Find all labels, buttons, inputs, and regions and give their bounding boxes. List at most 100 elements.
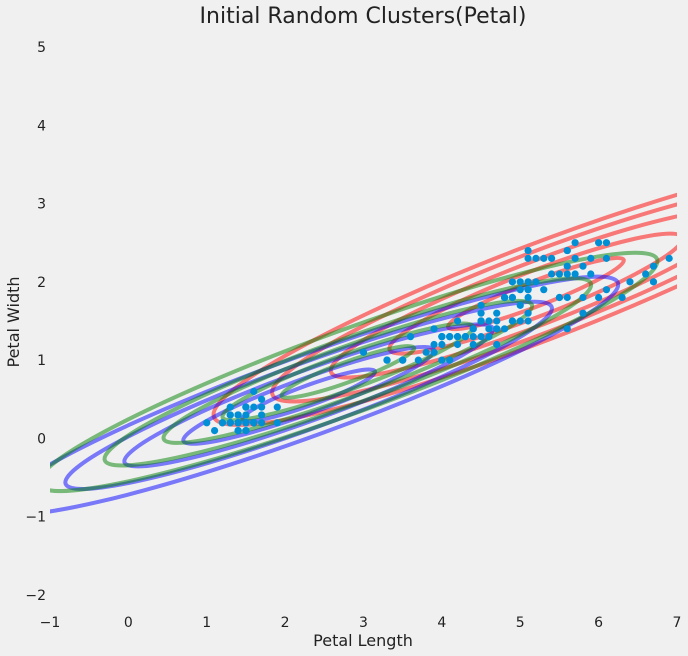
data-point bbox=[258, 411, 266, 419]
data-point bbox=[571, 270, 579, 278]
data-point bbox=[438, 356, 446, 364]
data-point bbox=[618, 293, 626, 302]
points-layer bbox=[203, 239, 673, 435]
data-point bbox=[595, 293, 603, 302]
data-point bbox=[446, 333, 454, 341]
y-tick-label: 4 bbox=[37, 118, 46, 134]
data-point bbox=[258, 403, 266, 411]
data-point bbox=[477, 317, 485, 325]
data-point bbox=[273, 419, 281, 427]
x-tick-label: 4 bbox=[437, 615, 446, 631]
data-point bbox=[477, 333, 485, 341]
data-point bbox=[532, 278, 540, 286]
data-point bbox=[665, 254, 673, 262]
data-point bbox=[516, 286, 524, 294]
data-point bbox=[250, 419, 258, 427]
x-tick-label: 5 bbox=[516, 615, 525, 631]
data-point bbox=[571, 254, 579, 262]
contour-ellipse bbox=[161, 298, 535, 445]
data-point bbox=[555, 270, 564, 278]
y-tick-label: 3 bbox=[37, 197, 46, 213]
data-point bbox=[508, 278, 517, 286]
y-tick-label: −1 bbox=[25, 510, 46, 526]
contour-ellipse bbox=[102, 276, 594, 468]
data-point bbox=[359, 348, 368, 356]
x-axis-label: Petal Length bbox=[313, 631, 413, 650]
data-point bbox=[250, 403, 258, 411]
data-point bbox=[540, 254, 548, 262]
data-point bbox=[414, 356, 422, 364]
data-point bbox=[516, 278, 524, 286]
data-point bbox=[563, 270, 571, 278]
contour-ellipse bbox=[328, 207, 677, 380]
data-point bbox=[516, 301, 524, 309]
contour-ellipse bbox=[50, 250, 660, 493]
data-point bbox=[548, 270, 556, 278]
data-point bbox=[555, 293, 564, 302]
data-point bbox=[399, 356, 407, 364]
data-point bbox=[493, 340, 501, 349]
y-tick-label: −2 bbox=[25, 588, 46, 604]
x-tick-label: 3 bbox=[359, 615, 368, 631]
data-point bbox=[587, 254, 595, 262]
contour-ellipse bbox=[279, 343, 417, 400]
data-point bbox=[524, 293, 532, 302]
data-point bbox=[563, 325, 571, 333]
x-tick-labels: −1 0 1 2 3 4 5 6 7 bbox=[40, 615, 682, 631]
data-point bbox=[210, 427, 219, 435]
data-point bbox=[226, 419, 234, 427]
data-point bbox=[234, 419, 242, 427]
data-point bbox=[563, 262, 571, 270]
data-point bbox=[579, 293, 587, 302]
data-point bbox=[563, 246, 571, 255]
data-point bbox=[477, 301, 485, 309]
data-point bbox=[524, 278, 532, 286]
data-point bbox=[453, 333, 462, 341]
data-point bbox=[242, 419, 250, 427]
data-point bbox=[383, 356, 391, 364]
y-tick-label: 5 bbox=[37, 40, 46, 56]
chart-title: Initial Random Clusters(Petal) bbox=[200, 4, 527, 29]
data-point bbox=[242, 427, 250, 435]
data-point bbox=[430, 348, 438, 356]
data-point bbox=[540, 286, 548, 294]
data-point bbox=[485, 333, 493, 341]
data-point bbox=[493, 325, 501, 333]
y-tick-label: 0 bbox=[37, 431, 46, 447]
x-tick-label: −1 bbox=[40, 615, 61, 631]
x-tick-label: 1 bbox=[202, 615, 211, 631]
data-point bbox=[485, 317, 493, 325]
x-tick-label: 7 bbox=[673, 615, 682, 631]
data-point bbox=[438, 340, 446, 349]
data-point bbox=[508, 293, 517, 302]
data-point bbox=[500, 325, 509, 333]
data-point bbox=[430, 325, 438, 333]
data-point bbox=[273, 403, 281, 411]
data-point bbox=[469, 325, 477, 333]
data-point bbox=[406, 333, 415, 341]
data-point bbox=[250, 387, 258, 396]
data-point bbox=[477, 309, 485, 317]
data-point bbox=[438, 333, 446, 341]
x-tick-label: 0 bbox=[124, 615, 133, 631]
x-tick-label: 6 bbox=[594, 615, 603, 631]
data-point bbox=[469, 333, 477, 341]
data-point bbox=[516, 317, 524, 325]
x-tick-label: 2 bbox=[281, 615, 290, 631]
data-point bbox=[602, 286, 611, 294]
data-point bbox=[602, 254, 611, 262]
y-tick-label: 1 bbox=[37, 353, 46, 369]
y-tick-label: 2 bbox=[37, 275, 46, 291]
data-point bbox=[587, 270, 595, 278]
data-point bbox=[234, 411, 242, 419]
data-point bbox=[579, 309, 587, 317]
data-point bbox=[524, 317, 532, 325]
data-point bbox=[602, 239, 611, 247]
y-axis-label: Petal Width bbox=[4, 276, 23, 367]
data-point bbox=[563, 293, 571, 302]
data-point bbox=[242, 403, 250, 411]
data-point bbox=[642, 270, 650, 278]
data-point bbox=[508, 317, 517, 325]
data-point bbox=[493, 309, 501, 317]
